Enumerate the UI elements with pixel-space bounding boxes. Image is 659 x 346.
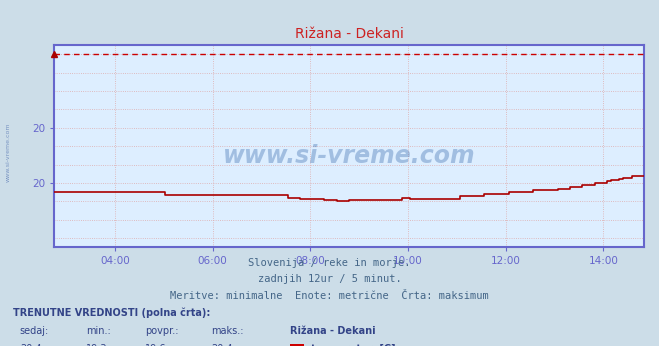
Text: 19,3: 19,3 xyxy=(86,344,107,346)
Text: 20,4: 20,4 xyxy=(211,344,233,346)
Text: www.si-vreme.com: www.si-vreme.com xyxy=(223,144,475,168)
Text: zadnjih 12ur / 5 minut.: zadnjih 12ur / 5 minut. xyxy=(258,274,401,284)
Text: TRENUTNE VREDNOSTI (polna črta):: TRENUTNE VREDNOSTI (polna črta): xyxy=(13,308,211,318)
Text: 19,6: 19,6 xyxy=(145,344,167,346)
Title: Rižana - Dekani: Rižana - Dekani xyxy=(295,27,403,41)
Text: Slovenija / reke in morje.: Slovenija / reke in morje. xyxy=(248,258,411,268)
Text: Rižana - Dekani: Rižana - Dekani xyxy=(290,326,376,336)
Text: min.:: min.: xyxy=(86,326,111,336)
Text: sedaj:: sedaj: xyxy=(20,326,49,336)
Text: 20,4: 20,4 xyxy=(20,344,42,346)
Text: Meritve: minimalne  Enote: metrične  Črta: maksimum: Meritve: minimalne Enote: metrične Črta:… xyxy=(170,291,489,301)
Text: maks.:: maks.: xyxy=(211,326,243,336)
Text: povpr.:: povpr.: xyxy=(145,326,179,336)
Text: www.si-vreme.com: www.si-vreme.com xyxy=(5,122,11,182)
Text: temperatura[C]: temperatura[C] xyxy=(311,344,397,346)
